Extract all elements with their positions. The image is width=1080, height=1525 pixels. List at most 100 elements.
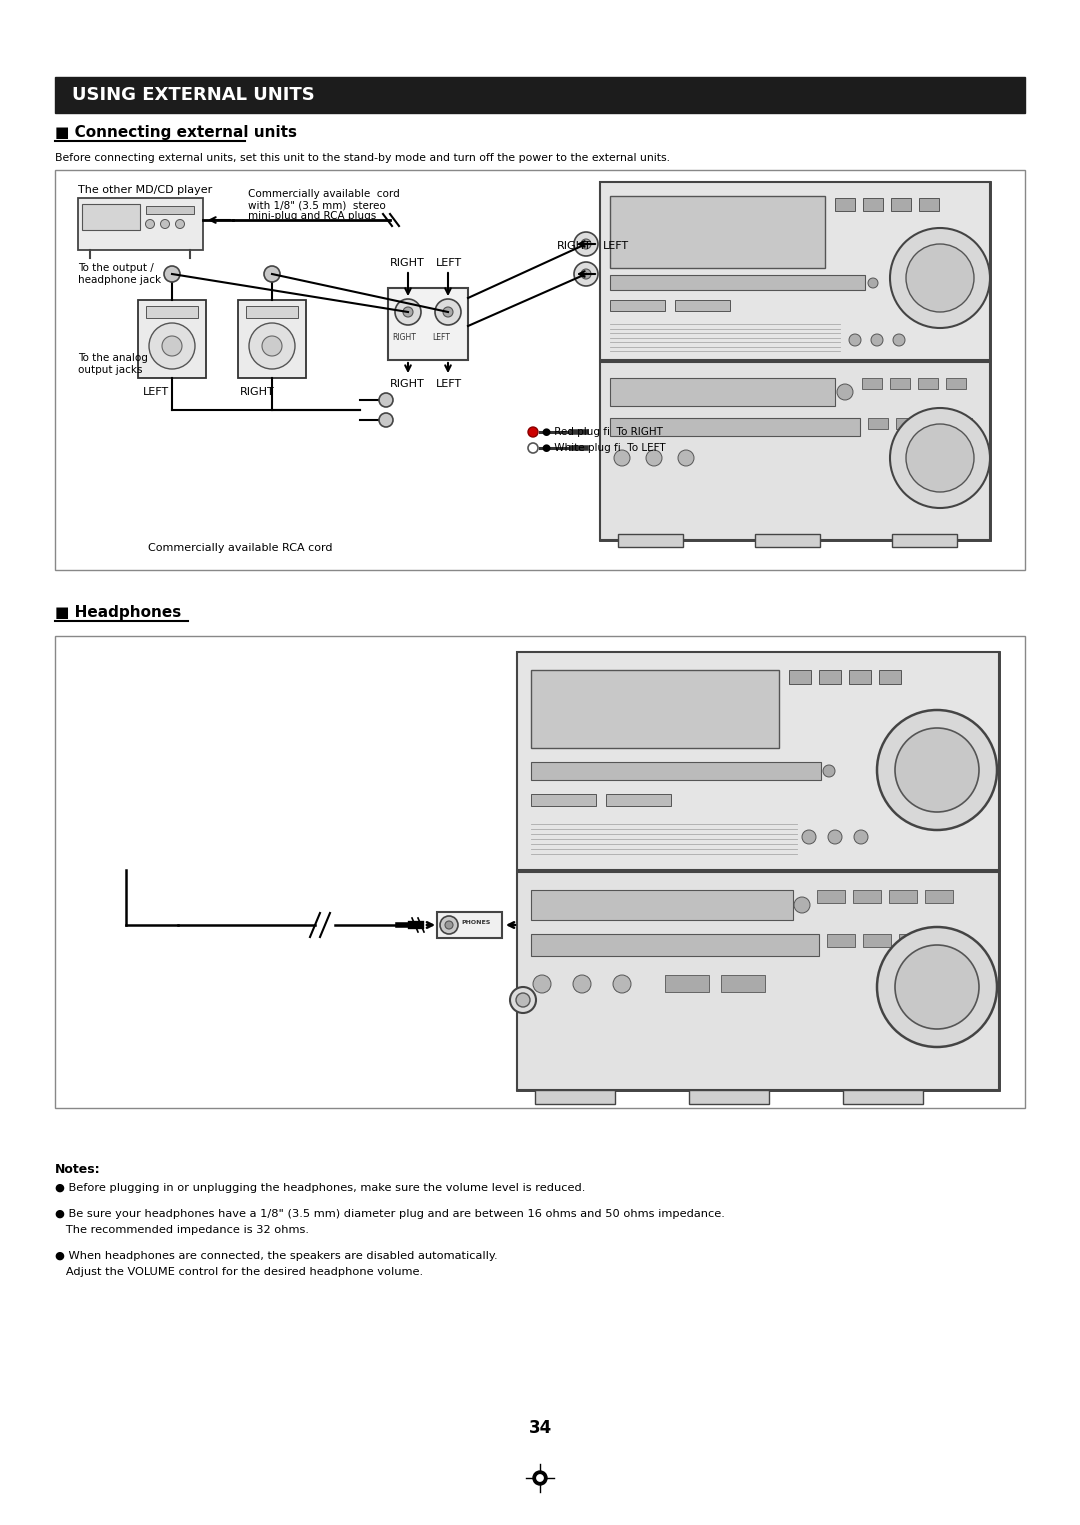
Text: LEFT: LEFT (436, 380, 462, 389)
Circle shape (440, 917, 458, 933)
Bar (892, 534, 957, 547)
Circle shape (573, 262, 598, 287)
Circle shape (528, 427, 538, 438)
Text: Adjust the VOLUME control for the desired headphone volume.: Adjust the VOLUME control for the desire… (55, 1267, 423, 1276)
Text: LEFT: LEFT (603, 241, 630, 252)
Circle shape (379, 393, 393, 407)
Text: LEFT: LEFT (436, 258, 462, 268)
Circle shape (890, 409, 990, 508)
Text: mini-plug and RCA plugs: mini-plug and RCA plugs (248, 210, 376, 221)
Circle shape (149, 323, 195, 369)
Bar (843, 1090, 923, 1104)
Bar (924, 418, 944, 429)
Bar (889, 891, 917, 903)
Bar (517, 653, 999, 869)
Text: ● Be sure your headphones have a 1/8" (3.5 mm) diameter plug and are between 16 : ● Be sure your headphones have a 1/8" (3… (55, 1209, 725, 1218)
Bar (946, 378, 966, 389)
Text: ● White plug fi  To LEFT: ● White plug fi To LEFT (542, 442, 665, 453)
Text: RIGHT: RIGHT (390, 380, 424, 389)
Bar (55, 636, 1025, 1109)
Circle shape (794, 897, 810, 913)
Bar (146, 307, 198, 319)
Circle shape (802, 830, 816, 843)
Bar (246, 307, 298, 319)
Circle shape (877, 711, 997, 830)
Text: LEFT: LEFT (143, 387, 170, 397)
Circle shape (613, 974, 631, 993)
Bar (517, 872, 999, 1090)
Circle shape (379, 413, 393, 427)
Bar (665, 974, 708, 991)
Circle shape (823, 766, 835, 778)
Circle shape (162, 336, 183, 355)
Bar (853, 891, 881, 903)
Text: Commercially available RCA cord: Commercially available RCA cord (148, 543, 333, 554)
Bar (849, 669, 870, 685)
Text: ● Red plug fi  To RIGHT: ● Red plug fi To RIGHT (542, 427, 663, 438)
Bar (675, 300, 730, 311)
Bar (789, 669, 811, 685)
Text: 34: 34 (528, 1418, 552, 1437)
Text: ■ Connecting external units: ■ Connecting external units (55, 125, 297, 140)
Bar (82, 204, 140, 230)
Ellipse shape (103, 819, 133, 862)
Circle shape (534, 1472, 546, 1485)
Bar (531, 795, 596, 807)
Bar (863, 933, 891, 947)
Circle shape (510, 987, 536, 1013)
Circle shape (528, 442, 538, 453)
Bar (896, 418, 916, 429)
Bar (863, 198, 883, 210)
Text: LEFT: LEFT (432, 334, 450, 343)
Circle shape (146, 220, 154, 229)
Circle shape (581, 268, 591, 279)
Circle shape (435, 299, 461, 325)
Circle shape (573, 232, 598, 256)
Bar (78, 198, 203, 250)
Text: ■ Headphones: ■ Headphones (55, 605, 181, 621)
Bar (868, 418, 888, 429)
Circle shape (264, 265, 280, 282)
Bar (827, 933, 855, 947)
Bar (55, 169, 1025, 570)
Text: To the analog: To the analog (78, 352, 148, 363)
Bar (600, 181, 990, 360)
Ellipse shape (95, 810, 141, 869)
Text: USING EXTERNAL UNITS: USING EXTERNAL UNITS (72, 85, 314, 104)
Text: The other MD/CD player: The other MD/CD player (78, 185, 213, 195)
Text: ● When headphones are connected, the speakers are disabled automatically.: ● When headphones are connected, the spe… (55, 1250, 498, 1261)
Circle shape (249, 323, 295, 369)
Text: The recommended impedance is 32 ohms.: The recommended impedance is 32 ohms. (55, 1225, 309, 1235)
Circle shape (581, 239, 591, 249)
Bar (238, 300, 306, 378)
Text: RIGHT: RIGHT (557, 241, 592, 252)
Circle shape (877, 927, 997, 1048)
Bar (610, 197, 825, 268)
Text: PHONES: PHONES (461, 921, 490, 926)
Circle shape (854, 830, 868, 843)
Bar (721, 974, 765, 991)
Circle shape (175, 220, 185, 229)
Bar (531, 891, 793, 920)
Bar (517, 653, 999, 1090)
Circle shape (164, 265, 180, 282)
Circle shape (828, 830, 842, 843)
Circle shape (615, 450, 630, 467)
Text: Commercially available  cord: Commercially available cord (248, 189, 400, 198)
Bar (610, 378, 835, 406)
Bar (951, 418, 972, 429)
Bar (689, 1090, 769, 1104)
Circle shape (443, 307, 453, 317)
Bar (610, 300, 665, 311)
Bar (879, 669, 901, 685)
Bar (919, 198, 939, 210)
Circle shape (870, 334, 883, 346)
Bar (138, 300, 206, 378)
Bar (835, 198, 855, 210)
Text: with 1/8" (3.5 mm)  stereo: with 1/8" (3.5 mm) stereo (248, 200, 386, 210)
Bar (610, 418, 860, 436)
Text: Notes:: Notes: (55, 1164, 100, 1176)
Bar (531, 762, 821, 779)
Circle shape (849, 334, 861, 346)
Bar (388, 288, 468, 360)
